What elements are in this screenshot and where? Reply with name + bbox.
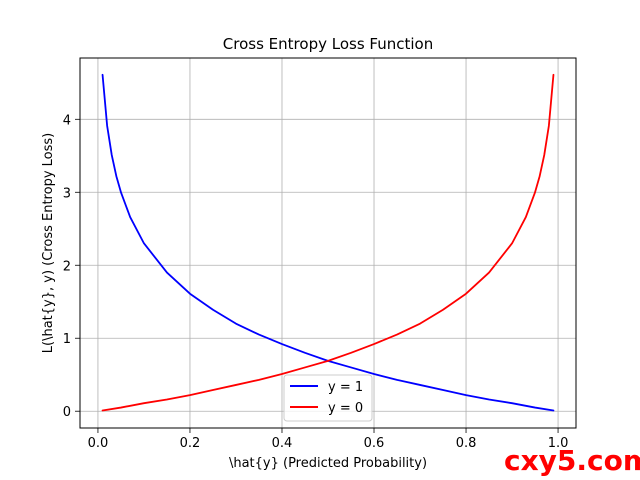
y-tick-label: 0 [63, 405, 71, 420]
grid [80, 58, 576, 428]
y-tick-label: 1 [63, 332, 71, 347]
legend-label-y0: y = 0 [328, 401, 363, 416]
y-tick-label: 4 [63, 113, 71, 128]
axis-ticks: 0.0 0.2 0.4 0.6 0.8 1.0 0 1 2 3 4 [63, 113, 569, 451]
x-tick-label: 1.0 [548, 436, 569, 451]
x-tick-label: 0.6 [364, 436, 385, 451]
legend: y = 1 y = 0 [283, 374, 373, 422]
y-tick-label: 3 [63, 186, 71, 201]
watermark: cxy5.com [504, 444, 640, 477]
x-axis-label: \hat{y} (Predicted Probability) [229, 456, 427, 471]
plot-area-frame [79, 57, 577, 429]
x-tick-label: 0.2 [180, 436, 201, 451]
y-axis-label: L(\hat{y}, y) (Cross Entropy Loss) [41, 133, 56, 353]
legend-label-y1: y = 1 [328, 380, 363, 395]
chart-title: Cross Entropy Loss Function [223, 35, 433, 53]
series-line-y0 [101, 73, 555, 412]
y-tick-label: 2 [63, 259, 71, 274]
series-line-y1 [101, 73, 555, 412]
series-lines [101, 73, 555, 412]
x-tick-label: 0.8 [456, 436, 477, 451]
x-tick-label: 0.0 [88, 436, 109, 451]
x-tick-label: 0.4 [272, 436, 293, 451]
